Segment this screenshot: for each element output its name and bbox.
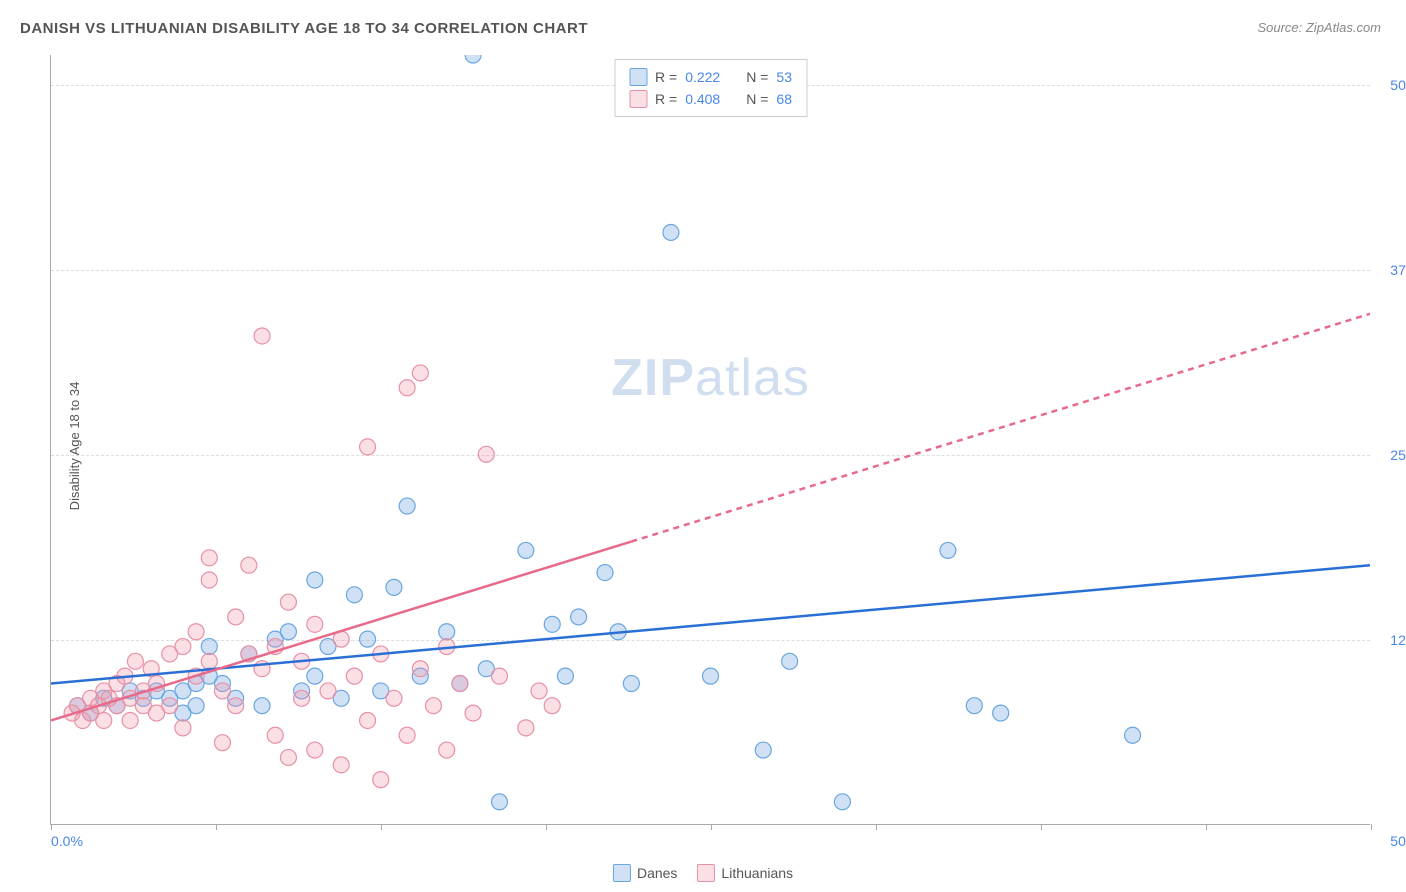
r-value-danes: 0.222: [685, 69, 720, 85]
n-label: N =: [746, 91, 768, 107]
chart-title: DANISH VS LITHUANIAN DISABILITY AGE 18 T…: [20, 20, 588, 37]
legend-item-danes: Danes: [613, 864, 677, 882]
n-value-lithuanians: 68: [776, 91, 792, 107]
swatch-blue-icon: [613, 864, 631, 882]
xtick-label: 0.0%: [51, 833, 83, 849]
legend-stats-row-danes: R = 0.222 N = 53: [629, 66, 792, 88]
swatch-pink-icon: [697, 864, 715, 882]
swatch-blue-icon: [629, 68, 647, 86]
chart-svg: [51, 55, 1370, 824]
n-label: N =: [746, 69, 768, 85]
r-label: R =: [655, 91, 677, 107]
legend-stats-row-lithuanians: R = 0.408 N = 68: [629, 88, 792, 110]
legend-stats: R = 0.222 N = 53 R = 0.408 N = 68: [614, 59, 807, 117]
ytick-label: 25.0%: [1390, 447, 1406, 463]
source-label: Source: ZipAtlas.com: [1257, 20, 1381, 35]
legend-item-lithuanians: Lithuanians: [697, 864, 793, 882]
r-value-lithuanians: 0.408: [685, 91, 720, 107]
r-label: R =: [655, 69, 677, 85]
legend-label-lithuanians: Lithuanians: [721, 865, 793, 881]
chart-container: DANISH VS LITHUANIAN DISABILITY AGE 18 T…: [0, 0, 1406, 892]
xtick-label: 50.0%: [1390, 833, 1406, 849]
n-value-danes: 53: [776, 69, 792, 85]
ytick-label: 50.0%: [1390, 77, 1406, 93]
swatch-pink-icon: [629, 90, 647, 108]
ytick-label: 12.5%: [1390, 632, 1406, 648]
ytick-label: 37.5%: [1390, 262, 1406, 278]
legend-series: Danes Lithuanians: [613, 864, 793, 882]
plot-area: R = 0.222 N = 53 R = 0.408 N = 68 ZIPatl…: [50, 55, 1370, 825]
legend-label-danes: Danes: [637, 865, 677, 881]
